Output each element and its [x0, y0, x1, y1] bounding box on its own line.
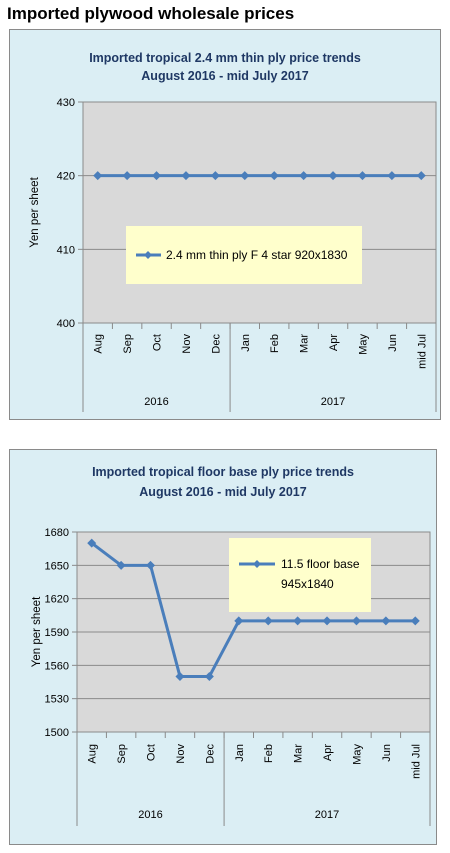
- x-tick-label: Apr: [322, 744, 334, 761]
- year-group-label: 2016: [138, 809, 162, 821]
- data-point-marker: [410, 616, 420, 626]
- data-point-marker: [381, 616, 391, 626]
- legend-marker: [253, 560, 261, 568]
- y-tick-label: 1650: [45, 560, 69, 572]
- x-tick-label: Apr: [328, 334, 340, 351]
- y-tick-label: 1620: [45, 594, 69, 606]
- year-group-label: 2017: [315, 809, 339, 821]
- data-point-marker: [357, 171, 367, 181]
- x-tick-label: Dec: [204, 744, 216, 764]
- data-point-marker: [299, 171, 309, 181]
- page-title: Imported plywood wholesale prices: [7, 4, 295, 23]
- data-point-marker: [87, 538, 97, 548]
- data-point-marker: [122, 171, 132, 181]
- y-axis-label: Yen per sheet: [31, 596, 43, 667]
- floor-base-chart-panel: Imported tropical floor base ply price t…: [9, 449, 437, 845]
- data-point-marker: [181, 171, 191, 181]
- x-tick-label: mid Jul: [416, 334, 428, 369]
- legend-label: 2.4 mm thin ply F 4 star 920x1830: [166, 248, 348, 262]
- legend-box: [229, 538, 371, 612]
- thin-ply-chart-panel: Imported tropical 2.4 mm thin ply price …: [9, 29, 441, 420]
- x-tick-label: Nov: [181, 334, 193, 354]
- plot-area: [82, 101, 437, 324]
- x-tick-label: Aug: [93, 334, 105, 354]
- data-point-marker: [269, 171, 279, 181]
- x-tick-label: Feb: [263, 744, 275, 763]
- chart-subtitle: August 2016 - mid July 2017: [139, 485, 306, 499]
- y-axis-label: Yen per sheet: [29, 176, 41, 247]
- y-tick-label: 1500: [45, 727, 69, 739]
- x-tick-label: Aug: [87, 744, 99, 764]
- x-tick-label: Sep: [116, 744, 128, 764]
- data-point-marker: [175, 671, 185, 681]
- legend-label: 11.5 floor base 945x1840: [281, 557, 360, 591]
- data-point-marker: [416, 171, 426, 181]
- data-point-marker: [387, 171, 397, 181]
- x-tick-label: Jan: [240, 334, 252, 352]
- y-tick-label: 400: [57, 318, 75, 330]
- x-tick-label: Jun: [381, 744, 393, 762]
- x-tick-label: Mar: [299, 334, 311, 353]
- y-tick-label: 1530: [45, 694, 69, 706]
- series-line: [90, 541, 416, 678]
- y-tick-label: 410: [57, 244, 75, 256]
- x-tick-label: mid Jul: [410, 744, 422, 779]
- x-tick-label: May: [351, 744, 363, 765]
- data-point-marker: [210, 171, 220, 181]
- y-tick-label: 1560: [45, 660, 69, 672]
- x-tick-label: Jan: [234, 744, 246, 762]
- year-group-label: 2017: [321, 396, 345, 408]
- data-point-marker: [351, 616, 361, 626]
- y-tick-label: 420: [57, 171, 75, 183]
- legend-marker: [144, 251, 152, 259]
- x-tick-label: May: [357, 334, 369, 355]
- x-tick-label: Mar: [293, 744, 305, 763]
- chart-title: Imported tropical 2.4 mm thin ply price …: [89, 51, 361, 65]
- data-point-marker: [116, 560, 126, 570]
- x-tick-label: Nov: [175, 744, 187, 764]
- data-point-marker: [240, 171, 250, 181]
- x-tick-label: Oct: [146, 744, 158, 761]
- x-tick-label: Dec: [210, 334, 222, 354]
- legend-box: [126, 226, 362, 284]
- data-point-marker: [293, 616, 303, 626]
- x-tick-label: Jun: [387, 334, 399, 352]
- data-point-marker: [263, 616, 273, 626]
- chart-subtitle: August 2016 - mid July 2017: [141, 69, 308, 83]
- data-point-marker: [204, 671, 214, 681]
- data-point-marker: [93, 171, 103, 181]
- y-tick-label: 1590: [45, 627, 69, 639]
- data-point-marker: [234, 616, 244, 626]
- data-point-marker: [322, 616, 332, 626]
- thin-ply-price-chart: Imported tropical 2.4 mm thin ply price …: [29, 51, 437, 412]
- x-tick-label: Sep: [122, 334, 134, 354]
- x-tick-label: Feb: [269, 334, 281, 353]
- data-point-marker: [152, 171, 162, 181]
- y-tick-label: 430: [57, 97, 75, 109]
- chart-title: Imported tropical floor base ply price t…: [92, 465, 354, 479]
- data-point-marker: [146, 560, 156, 570]
- data-point-marker: [328, 171, 338, 181]
- floor-base-price-chart: Imported tropical floor base ply price t…: [31, 465, 431, 826]
- y-tick-label: 1680: [45, 527, 69, 539]
- x-tick-label: Oct: [152, 334, 164, 351]
- year-group-label: 2016: [144, 396, 168, 408]
